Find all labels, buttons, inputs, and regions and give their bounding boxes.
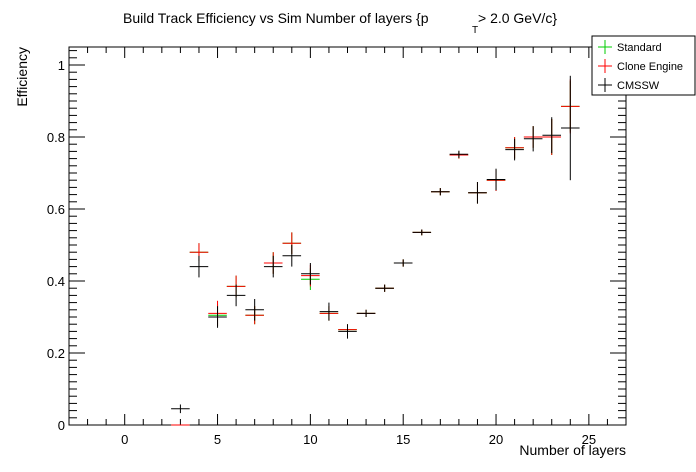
data-point bbox=[226, 284, 246, 307]
data-point bbox=[171, 404, 190, 414]
x-axis: 0 5 10 15 20 25 bbox=[87, 47, 627, 447]
data-point bbox=[505, 138, 524, 161]
legend-label: CMSSW bbox=[617, 80, 660, 92]
series-clone-engine bbox=[171, 79, 580, 426]
y-tick-label: 0.4 bbox=[47, 274, 65, 289]
y-axis-title: Efficiency bbox=[14, 47, 30, 107]
data-point bbox=[393, 259, 413, 267]
data-point bbox=[542, 117, 562, 154]
series-standard bbox=[171, 81, 580, 426]
y-tick-label: 0.2 bbox=[47, 346, 65, 361]
legend: Standard Clone Engine CMSSW bbox=[591, 35, 696, 96]
plot-frame bbox=[68, 46, 627, 426]
chart-title-tail: > 2.0 GeV/c} bbox=[478, 10, 557, 26]
y-tick-label: 0.8 bbox=[47, 130, 65, 145]
data-point bbox=[561, 75, 580, 181]
data-point bbox=[263, 255, 283, 278]
data-point bbox=[189, 255, 209, 278]
x-tick-label: 5 bbox=[214, 432, 221, 447]
chart-title-main: Build Track Efficiency vs Sim Number of … bbox=[123, 10, 429, 26]
data-point bbox=[523, 126, 543, 152]
legend-label: Standard bbox=[617, 42, 662, 54]
data-point bbox=[412, 229, 432, 236]
y-axis: 0 0.2 0.4 0.6 0.8 1 bbox=[47, 50, 626, 433]
data-point bbox=[208, 306, 227, 328]
x-tick-label: 0 bbox=[121, 432, 128, 447]
data-point bbox=[338, 324, 357, 339]
x-tick-label: 25 bbox=[582, 432, 596, 447]
series-cmssw bbox=[171, 75, 580, 414]
data-point bbox=[245, 299, 264, 321]
series-layer bbox=[171, 75, 580, 426]
chart-title-subscript: T bbox=[472, 25, 478, 36]
x-tick-label: 10 bbox=[303, 432, 317, 447]
y-tick-label: 0 bbox=[58, 418, 65, 433]
data-point bbox=[319, 302, 339, 321]
x-tick-label: 15 bbox=[396, 432, 410, 447]
data-point bbox=[431, 188, 450, 196]
data-point bbox=[468, 182, 487, 204]
data-point bbox=[449, 150, 469, 158]
legend-label: Clone Engine bbox=[617, 61, 683, 73]
x-axis-title: Number of layers bbox=[519, 442, 626, 458]
y-tick-label: 1 bbox=[58, 58, 65, 73]
data-point bbox=[301, 263, 320, 285]
data-point bbox=[375, 284, 394, 292]
data-point bbox=[282, 245, 302, 267]
data-point bbox=[486, 168, 506, 191]
y-tick-label: 0.6 bbox=[47, 202, 65, 217]
data-point bbox=[356, 309, 376, 317]
x-tick-label: 20 bbox=[489, 432, 503, 447]
